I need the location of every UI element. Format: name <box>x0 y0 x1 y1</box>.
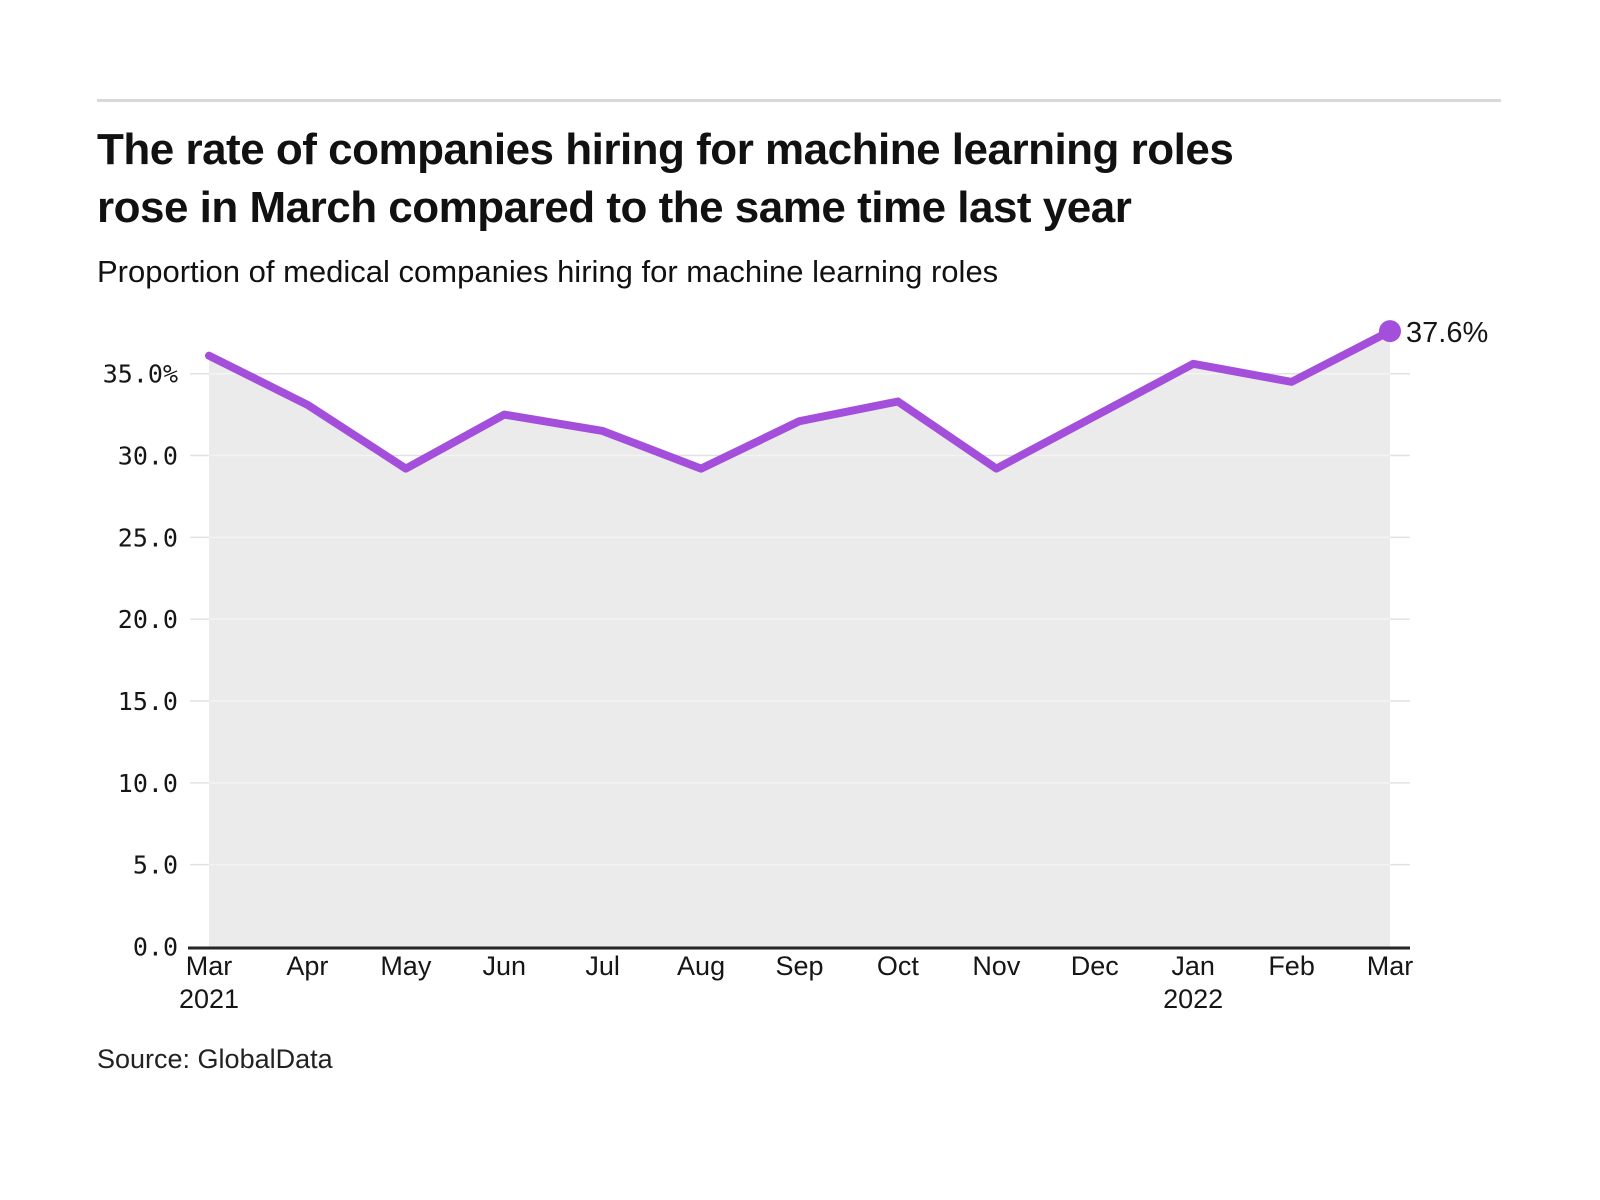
page-subtitle: Proportion of medical companies hiring f… <box>97 254 999 289</box>
x-axis-tick-label: Jul <box>585 951 620 981</box>
y-axis-tick-label: 25.0 <box>118 523 178 552</box>
source-note: Source: GlobalData <box>97 1044 333 1074</box>
y-axis-tick-label: 15.0 <box>118 687 178 716</box>
x-axis-tick-label: Mar <box>1367 951 1414 981</box>
y-axis-tick-label: 10.0 <box>118 769 178 798</box>
page-title-line1: The rate of companies hiring for machine… <box>97 125 1234 174</box>
header-divider <box>97 99 1501 102</box>
x-axis-tick-label: Sep <box>775 951 823 981</box>
area-fill <box>209 331 1390 948</box>
x-axis-tick-label: Oct <box>877 951 920 981</box>
x-axis-tick-label: May <box>380 951 432 981</box>
page-title: The rate of companies hiring for machine… <box>97 121 1517 237</box>
y-axis-tick-label: 20.0 <box>118 605 178 634</box>
x-axis-year-label: 2022 <box>1163 984 1223 1014</box>
x-axis-tick-label: Nov <box>972 951 1021 981</box>
x-axis-tick-label: Aug <box>677 951 725 981</box>
end-value-label: 37.6% <box>1406 317 1489 349</box>
x-axis-year-label: 2021 <box>179 984 239 1014</box>
page-title-line2: rose in March compared to the same time … <box>97 183 1132 232</box>
x-axis-tick-label: Jun <box>482 951 526 981</box>
x-axis-tick-label: Mar <box>186 951 233 981</box>
x-axis-tick-label: Feb <box>1268 951 1315 981</box>
end-point-marker <box>1379 320 1401 343</box>
y-axis-tick-label: 0.0 <box>133 933 178 962</box>
x-axis-tick-label: Apr <box>286 951 328 981</box>
x-axis-tick-label: Jan <box>1171 951 1215 981</box>
y-axis-tick-label: 35.0% <box>103 360 178 389</box>
y-axis-tick-label: 30.0 <box>118 442 178 471</box>
x-axis-tick-label: Dec <box>1071 951 1119 981</box>
y-axis-tick-label: 5.0 <box>133 851 178 880</box>
trend-line <box>205 327 1394 473</box>
